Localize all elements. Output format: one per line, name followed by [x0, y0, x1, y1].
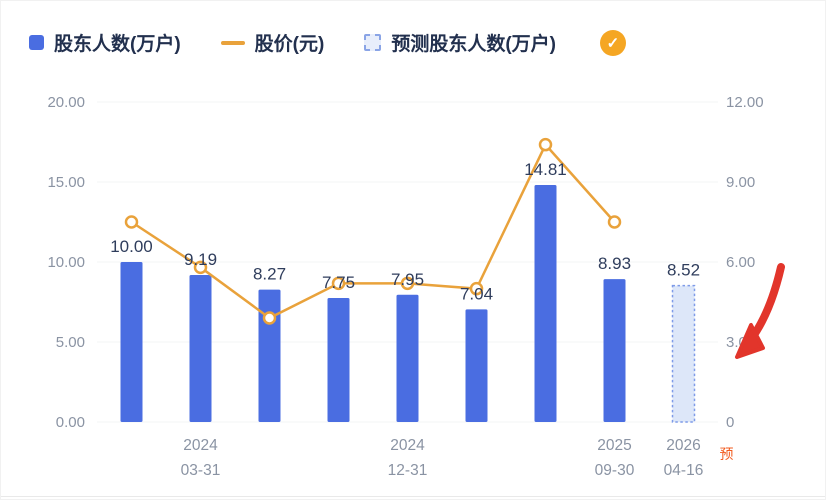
- price-point[interactable]: [469, 281, 484, 296]
- forecast-tag: 预: [720, 446, 734, 462]
- x-axis-tick: 12-31: [388, 462, 428, 479]
- chart-legend: 股东人数(万户) 股价(元) 预测股东人数(万户) ✓: [29, 29, 805, 56]
- x-axis-tick: 09-30: [595, 462, 635, 479]
- right-axis-tick: 12.00: [726, 94, 764, 111]
- bar-shareholders[interactable]: [258, 289, 281, 422]
- price-point[interactable]: [400, 276, 415, 291]
- price-point[interactable]: [607, 215, 622, 229]
- price-point[interactable]: [193, 260, 208, 275]
- legend-item-forecast[interactable]: 预测股东人数(万户): [364, 29, 556, 56]
- legend-item-price[interactable]: 股价(元): [220, 29, 325, 56]
- price-point[interactable]: [262, 311, 277, 325]
- bar-shareholders[interactable]: [327, 298, 350, 422]
- forecast-series-marker-icon: [364, 34, 382, 51]
- check-circle-icon[interactable]: ✓: [599, 29, 626, 56]
- bar-series-marker-icon: [29, 35, 44, 50]
- bar-value-label: 8.93: [598, 254, 631, 273]
- bar-shareholders[interactable]: [189, 274, 212, 422]
- price-point[interactable]: [538, 137, 553, 152]
- check-glyph: ✓: [606, 34, 620, 52]
- legend-label-shareholders: 股东人数(万户): [54, 34, 181, 55]
- x-axis-tick: 2024: [183, 437, 218, 454]
- right-axis-tick: 0: [726, 414, 734, 431]
- legend-label-forecast: 预测股东人数(万户): [391, 34, 556, 55]
- bar-shareholders[interactable]: [396, 294, 419, 422]
- x-axis-tick: 2024: [390, 437, 425, 454]
- price-point[interactable]: [331, 276, 346, 291]
- bar-value-label: 7.75: [322, 273, 355, 292]
- right-axis-tick: 9.00: [726, 174, 755, 191]
- bar-forecast[interactable]: [671, 284, 696, 423]
- x-axis-tick: 04-16: [664, 462, 704, 479]
- x-axis-tick: 2025: [597, 437, 631, 454]
- bar-shareholders[interactable]: [120, 262, 143, 422]
- red-arrow-shaft: [750, 263, 785, 339]
- bar-value-label: 8.52: [667, 261, 700, 280]
- left-axis-tick: 15.00: [47, 174, 85, 191]
- left-axis-tick: 5.00: [56, 334, 85, 351]
- bar-value-label: 7.04: [460, 284, 493, 303]
- price-point[interactable]: [124, 215, 139, 229]
- bar-shareholders[interactable]: [603, 279, 626, 422]
- legend-label-price: 股价(元): [254, 34, 325, 55]
- bottom-divider: [1, 496, 825, 497]
- bar-value-label: 9.19: [184, 250, 217, 269]
- left-axis-tick: 0.00: [56, 414, 85, 431]
- bar-value-label: 8.27: [253, 265, 286, 284]
- price-line[interactable]: [130, 142, 616, 320]
- bar-shareholders[interactable]: [534, 185, 557, 422]
- bar-shareholders[interactable]: [465, 309, 488, 422]
- x-axis-tick: 2026: [666, 437, 700, 454]
- line-series-marker-icon: [220, 40, 245, 45]
- red-arrow-head-icon: [735, 323, 765, 359]
- x-axis-tick: 03-31: [181, 462, 221, 479]
- left-axis-tick: 20.00: [47, 94, 85, 111]
- bar-value-label: 14.81: [524, 160, 567, 179]
- bar-value-label: 7.95: [391, 270, 424, 289]
- left-axis-tick: 10.00: [47, 254, 85, 271]
- legend-item-shareholders[interactable]: 股东人数(万户): [29, 29, 181, 56]
- bar-value-label: 10.00: [110, 237, 153, 256]
- right-axis-tick: 6.00: [726, 254, 755, 271]
